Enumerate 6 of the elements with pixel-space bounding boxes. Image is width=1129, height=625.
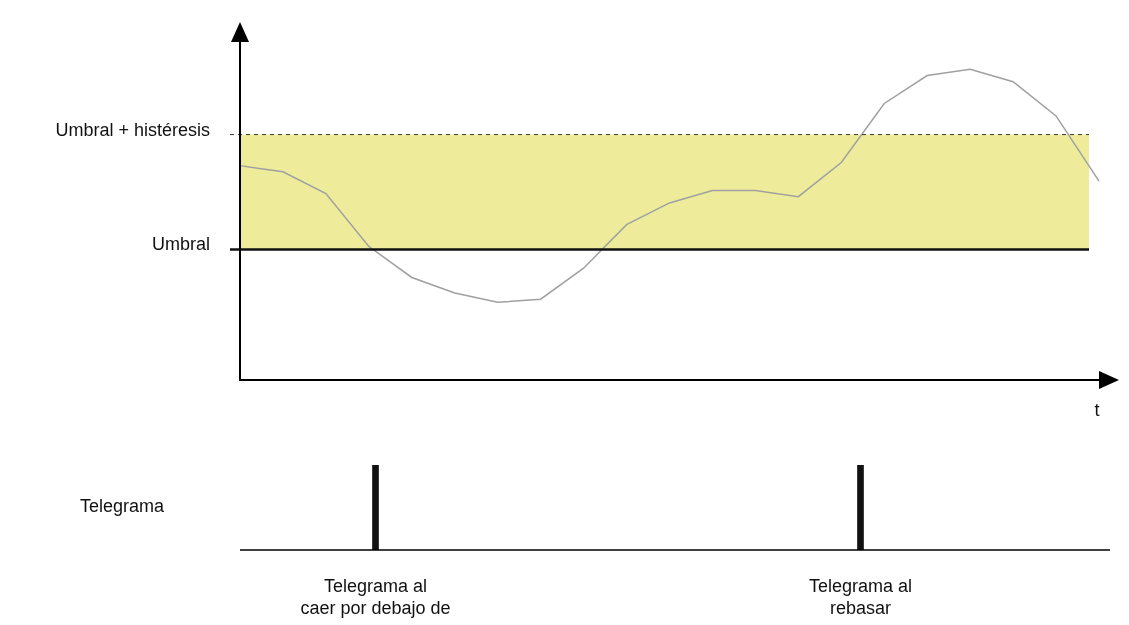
text: Telegrama al caer por debajo de [300, 575, 451, 618]
y-axis-title: Telegrama [80, 496, 166, 517]
ref-line-label: Umbral [151, 234, 210, 255]
ref-line-label: Umbral + histéresis [55, 119, 210, 140]
text: Telegrama al rebasar [808, 575, 913, 618]
x-axis-title: t [1094, 399, 1100, 420]
